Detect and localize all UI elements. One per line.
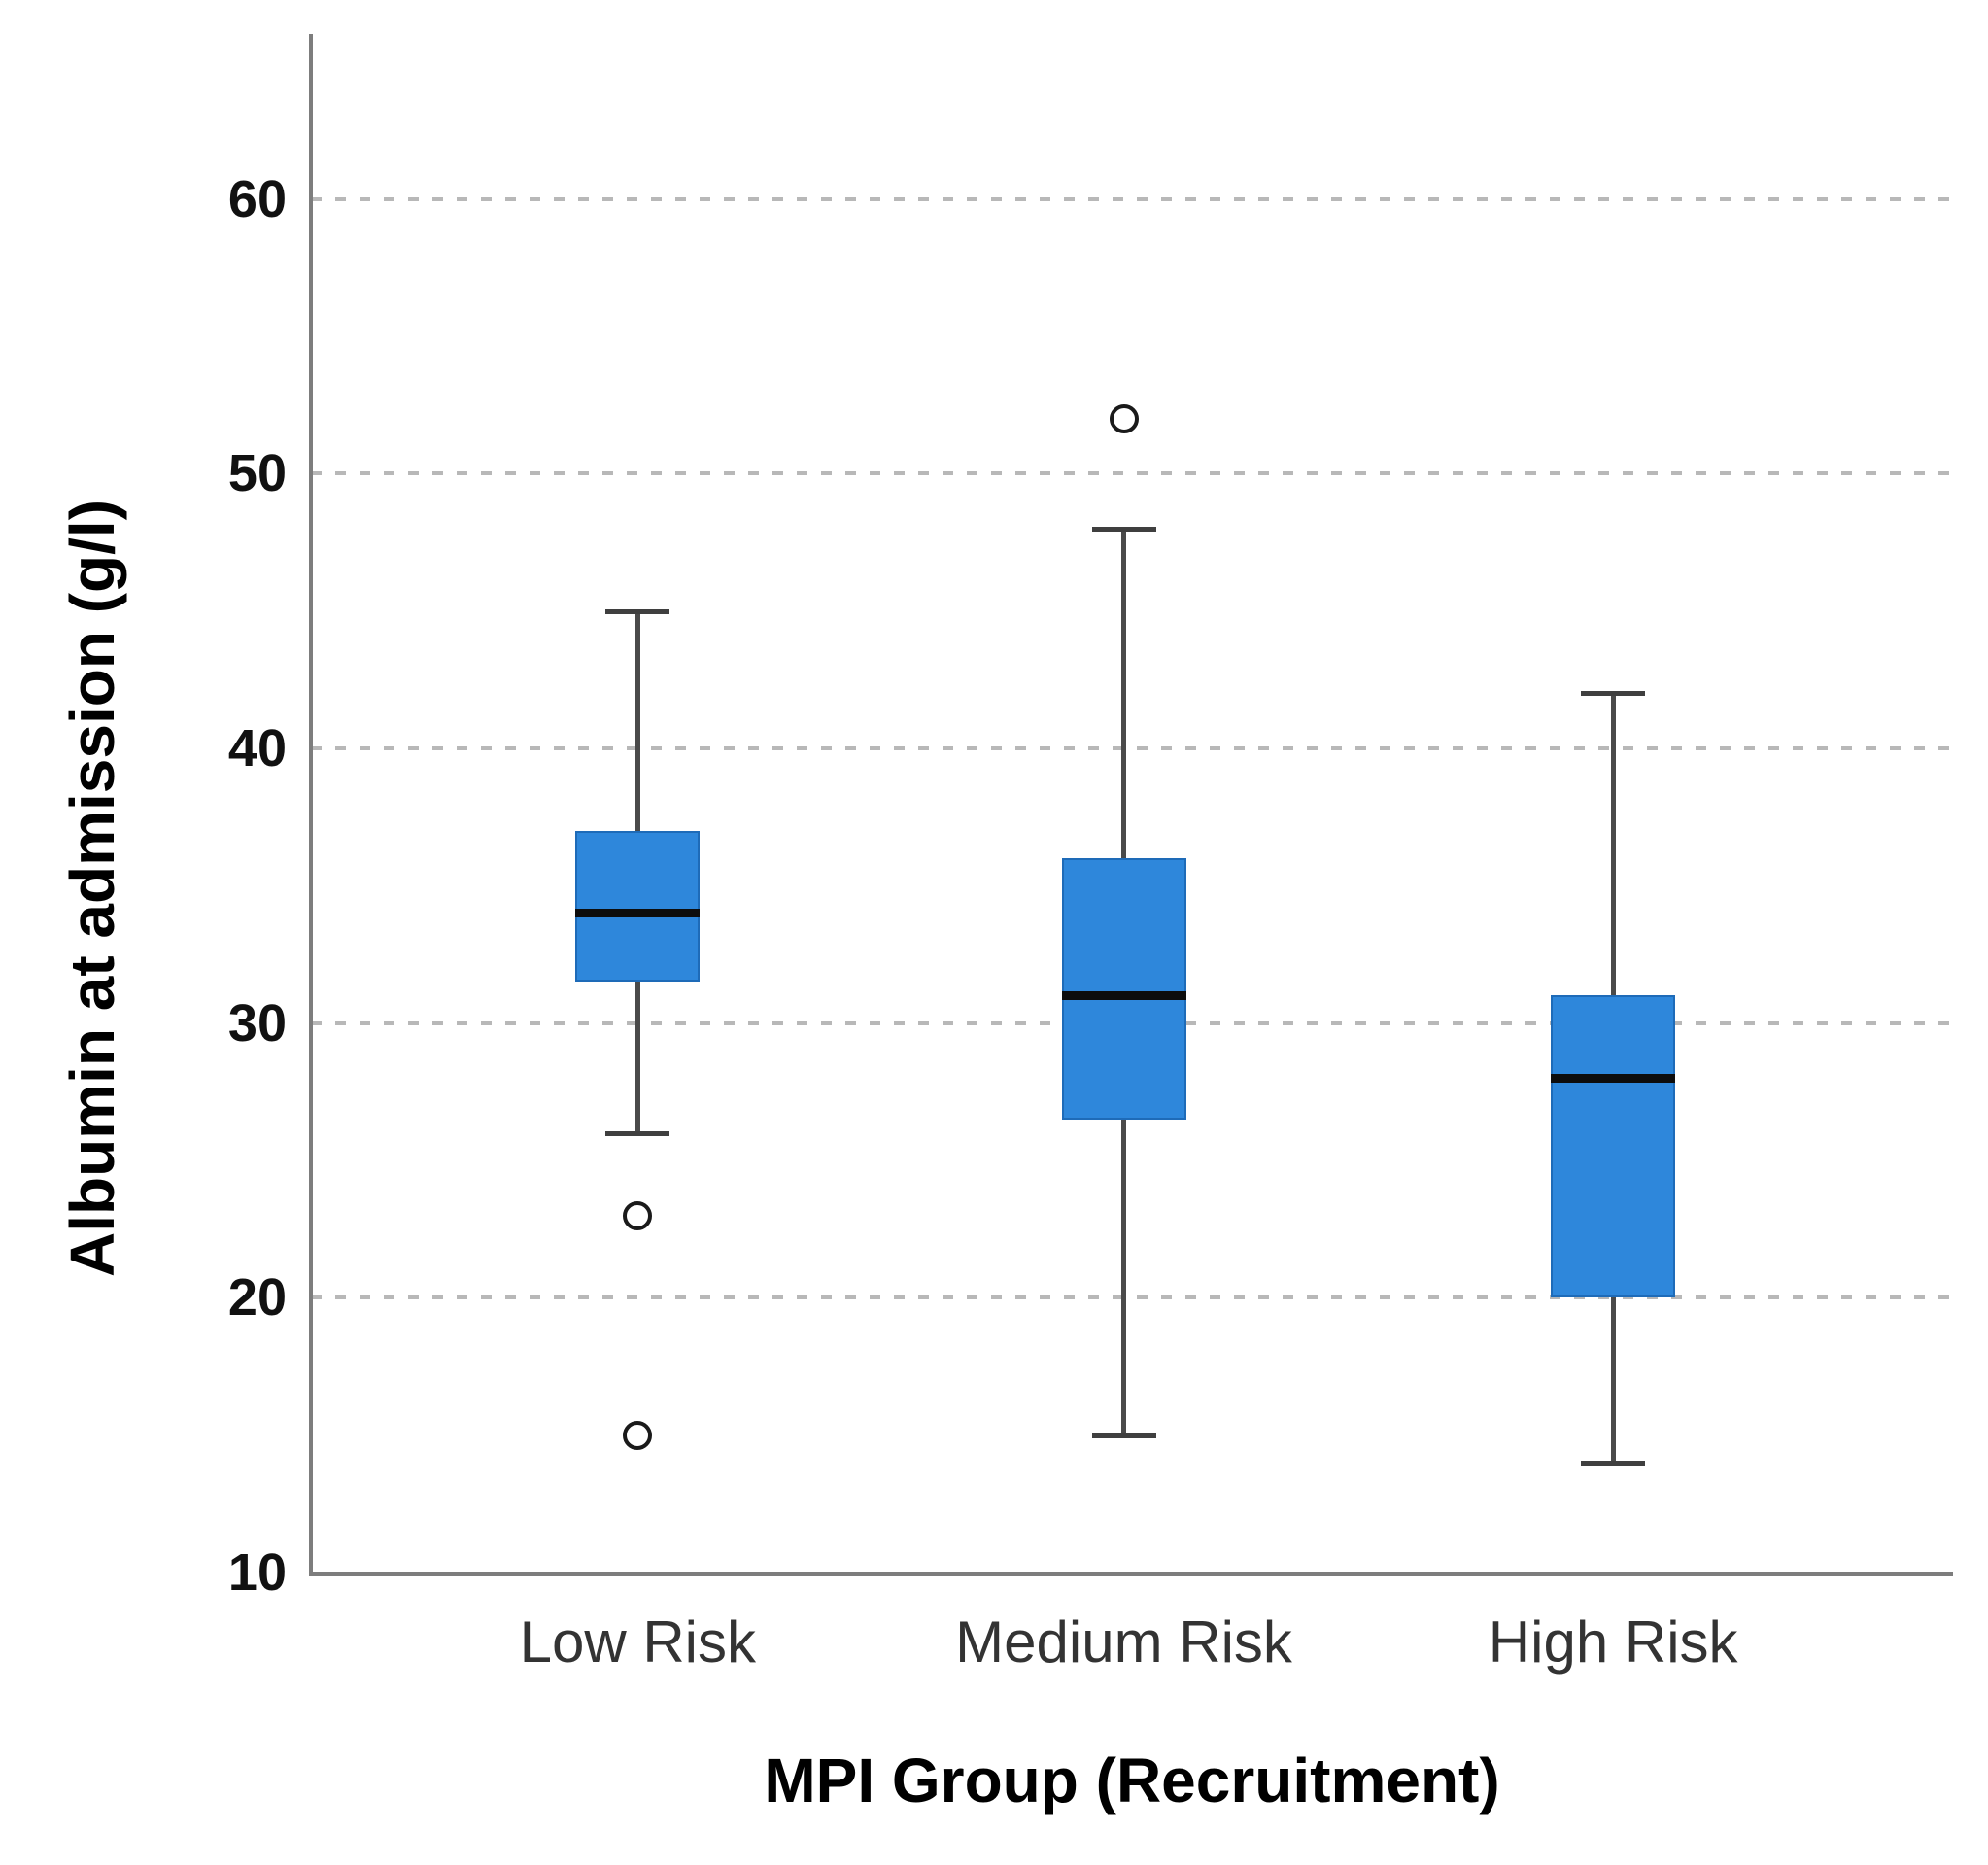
gridline-50 [311, 471, 1953, 476]
box-low-risk [575, 830, 701, 983]
x-category-label-low-risk: Low Risk [519, 1609, 756, 1675]
whisker-cap-high-low-risk [605, 608, 670, 614]
median-line-low-risk [575, 909, 701, 918]
median-line-high-risk [1551, 1073, 1676, 1083]
gridline-60 [311, 196, 1953, 201]
whisker-cap-low-high-risk [1581, 1460, 1646, 1466]
x-category-label-medium-risk: Medium Risk [955, 1609, 1292, 1675]
whisker-cap-low-low-risk [605, 1130, 670, 1136]
box-medium-risk [1061, 858, 1186, 1120]
x-category-label-high-risk: High Risk [1488, 1609, 1738, 1675]
y-axis-line [309, 34, 313, 1574]
plot-area [311, 34, 1953, 1572]
y-tick-label-40: 40 [227, 718, 287, 777]
y-tick-label-60: 60 [227, 169, 287, 228]
outlier-medium-risk-0 [1109, 403, 1139, 433]
median-line-medium-risk [1061, 990, 1186, 1000]
x-axis-line [309, 1572, 1953, 1576]
y-tick-label-20: 20 [227, 1268, 287, 1328]
outlier-low-risk-0 [623, 1200, 653, 1230]
x-axis-title: MPI Group (Recruitment) [764, 1745, 1500, 1815]
y-tick-label-10: 10 [227, 1543, 287, 1602]
y-tick-label-50: 50 [227, 444, 287, 503]
y-axis-title: Albumin at admission (g/l) [57, 499, 127, 1277]
box-high-risk [1551, 995, 1676, 1298]
y-tick-label-30: 30 [227, 993, 287, 1053]
whisker-cap-low-medium-risk [1091, 1433, 1156, 1438]
whisker-cap-high-high-risk [1581, 691, 1646, 697]
whisker-cap-high-medium-risk [1091, 526, 1156, 532]
gridline-40 [311, 745, 1953, 750]
gridline-20 [311, 1295, 1953, 1300]
outlier-low-risk-1 [623, 1420, 653, 1450]
